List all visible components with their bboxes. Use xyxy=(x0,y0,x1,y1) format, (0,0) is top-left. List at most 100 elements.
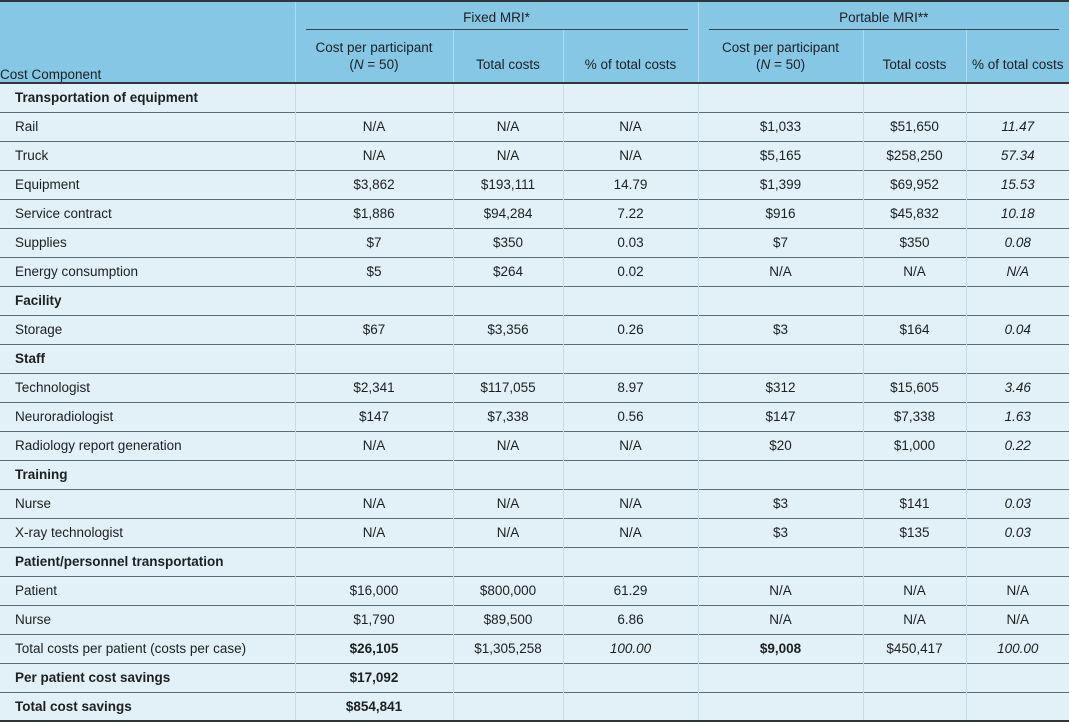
fixed-mri-group-label: Fixed MRI* xyxy=(305,6,688,30)
cell xyxy=(697,343,864,373)
cell: $69,952 xyxy=(862,169,967,199)
cell: 0.04 xyxy=(965,314,1069,344)
row-label: Nurse xyxy=(0,604,295,634)
cell: $67 xyxy=(294,314,453,344)
cell xyxy=(294,285,453,315)
cpp-label: Cost per participant xyxy=(315,40,433,56)
table-row: X-ray technologist N/A N/A N/A $3 $135 0.03 xyxy=(0,517,1069,547)
cell xyxy=(862,285,967,315)
cell: 0.26 xyxy=(562,314,699,344)
cell xyxy=(562,343,699,373)
cell: $1,886 xyxy=(294,198,453,228)
cell xyxy=(452,662,563,692)
portable-cost-per-participant-header: Cost per participant (N = 50) xyxy=(697,30,864,84)
cell: $5 xyxy=(294,256,453,286)
row-label: Total cost savings xyxy=(0,691,295,721)
section-label: Training xyxy=(0,459,295,489)
cell xyxy=(562,83,699,112)
cell: N/A xyxy=(562,111,699,141)
row-label: Total costs per patient (costs per case) xyxy=(0,633,295,663)
cell xyxy=(965,459,1069,489)
row-label: Radiology report generation xyxy=(0,430,295,460)
cell: $1,790 xyxy=(294,604,453,634)
fixed-mri-group-header: Fixed MRI* xyxy=(294,1,699,30)
cell: $3,862 xyxy=(294,169,453,199)
cell: $26,105 xyxy=(294,633,453,663)
cell xyxy=(452,343,563,373)
cell xyxy=(697,691,864,721)
cost-component-label: Cost Component xyxy=(0,67,102,82)
row-label: Nurse xyxy=(0,488,295,518)
row-label: Storage xyxy=(0,314,295,344)
cell: $312 xyxy=(697,372,864,402)
cell: 61.29 xyxy=(562,575,699,605)
cell: N/A xyxy=(862,575,967,605)
cell: $51,650 xyxy=(862,111,967,141)
cell xyxy=(965,691,1069,721)
cell xyxy=(452,546,563,576)
cell: 0.03 xyxy=(965,517,1069,547)
cell: $89,500 xyxy=(452,604,563,634)
table-row: Equipment $3,862 $193,111 14.79 $1,399 $69,95… xyxy=(0,169,1069,199)
cell xyxy=(452,459,563,489)
cell: 14.79 xyxy=(562,169,699,199)
cell: N/A xyxy=(965,256,1069,286)
cell xyxy=(965,662,1069,692)
cell xyxy=(862,343,967,373)
paren-open: ( xyxy=(349,57,354,73)
row-label: Rail xyxy=(0,111,295,141)
fixed-total-costs-header: Total costs xyxy=(452,30,563,84)
cell: N/A xyxy=(965,575,1069,605)
cell: N/A xyxy=(562,140,699,170)
cell xyxy=(862,691,967,721)
cell: N/A xyxy=(452,111,563,141)
cell: N/A xyxy=(862,604,967,634)
cell: N/A xyxy=(294,140,453,170)
cell xyxy=(452,83,563,112)
table-row: Storage $67 $3,356 0.26 $3 $164 0.04 xyxy=(0,314,1069,344)
cell: N/A xyxy=(452,517,563,547)
section-label: Staff xyxy=(0,343,295,373)
cell xyxy=(862,662,967,692)
table-row: Technologist $2,341 $117,055 8.97 $312 $15,60… xyxy=(0,372,1069,402)
cell: 1.63 xyxy=(965,401,1069,431)
cell: $916 xyxy=(697,198,864,228)
section-row: Training xyxy=(0,459,1069,489)
cell: $7 xyxy=(294,227,453,257)
cell: $45,832 xyxy=(862,198,967,228)
cell: $20 xyxy=(697,430,864,460)
fixed-cost-per-participant-header: Cost per participant (N = 50) xyxy=(294,30,453,84)
cell: $7 xyxy=(697,227,864,257)
cell: $7,338 xyxy=(452,401,563,431)
cell: $94,284 xyxy=(452,198,563,228)
cell: $135 xyxy=(862,517,967,547)
cell: 7.22 xyxy=(562,198,699,228)
cell: 100.00 xyxy=(562,633,699,663)
cell: 8.97 xyxy=(562,372,699,402)
table-header: Cost Component Fixed MRI* Portable MRI**… xyxy=(0,1,1069,84)
cell xyxy=(862,546,967,576)
cell xyxy=(562,459,699,489)
row-label: Truck xyxy=(0,140,295,170)
cell: $5,165 xyxy=(697,140,864,170)
cell: $3,356 xyxy=(452,314,563,344)
cell: 57.34 xyxy=(965,140,1069,170)
row-label: Neuroradiologist xyxy=(0,401,295,431)
section-label: Transportation of equipment xyxy=(0,83,295,112)
portable-total-costs-header: Total costs xyxy=(862,30,967,84)
table-row: Nurse N/A N/A N/A $3 $141 0.03 xyxy=(0,488,1069,518)
cell: N/A xyxy=(562,517,699,547)
cell: $3 xyxy=(697,314,864,344)
cell: $147 xyxy=(697,401,864,431)
cost-component-header: Cost Component xyxy=(0,1,295,84)
section-label: Facility xyxy=(0,285,295,315)
n-symbol: N xyxy=(760,57,771,73)
cell: $450,417 xyxy=(862,633,967,663)
section-row: Transportation of equipment xyxy=(0,83,1069,112)
cell: $1,000 xyxy=(862,430,967,460)
table-row: Total cost savings $854,841 xyxy=(0,691,1069,721)
row-label: Energy consumption xyxy=(0,256,295,286)
table-row: Rail N/A N/A N/A $1,033 $51,650 11.47 xyxy=(0,111,1069,141)
cell xyxy=(697,662,864,692)
